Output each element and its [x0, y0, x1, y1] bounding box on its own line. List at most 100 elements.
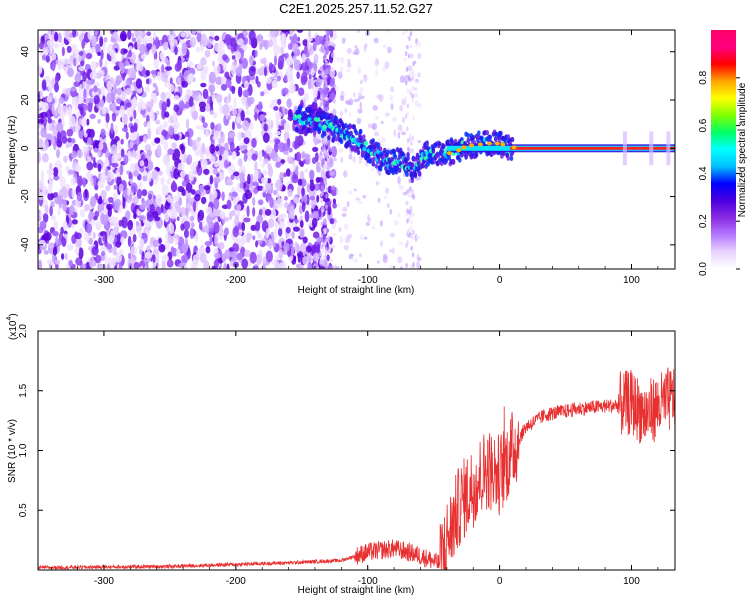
heatmap-cell [132, 90, 137, 96]
heatmap-cell [172, 195, 180, 202]
heatmap-cell [169, 30, 173, 36]
heatmap-cell [80, 117, 87, 128]
heatmap-cell [76, 93, 84, 105]
heatmap-cell [486, 141, 492, 146]
heatmap-cell [412, 235, 415, 241]
heatmap-cell [348, 112, 352, 118]
heatmap-cell [323, 229, 326, 235]
heatmap-cell [120, 62, 125, 75]
heatmap-cell [169, 77, 173, 86]
heatmap-cell [40, 170, 45, 182]
heatmap-cell [209, 31, 215, 38]
heatmap-cell [125, 210, 131, 221]
heatmap-cell [179, 72, 183, 79]
heatmap-cell [408, 178, 411, 184]
heatmap-cell [407, 217, 410, 223]
heatmap-cell [348, 124, 352, 130]
heatmap-cell [213, 222, 220, 234]
heatmap-cell [297, 36, 301, 42]
heatmap-cell [106, 92, 113, 104]
heatmap-cell [352, 257, 359, 264]
heatmap-cell [213, 198, 220, 210]
heatmap-cell [90, 128, 95, 139]
heatmap-cell [161, 254, 169, 263]
heatmap-cell [327, 204, 332, 216]
heatmap-cell [297, 178, 303, 186]
heatmap-cell [401, 116, 406, 124]
heatmap-cell [323, 72, 326, 78]
snr-x-ticks: -300 -200 -100 0 100 [50, 331, 659, 587]
heatmap-cell [90, 195, 97, 208]
heatmap-cell [411, 135, 414, 141]
heatmap-cell [323, 149, 327, 155]
heatmap-cell [407, 146, 410, 152]
heatmap-cell [432, 159, 437, 165]
heatmap-cell [268, 62, 273, 72]
heatmap-cell [285, 66, 294, 79]
heatmap-cell [371, 161, 376, 167]
heatmap-cell [38, 226, 44, 234]
heatmap-cell [200, 57, 207, 66]
heatmap-cell [111, 162, 119, 168]
heatmap-cell [219, 211, 226, 220]
heatmap-cell [43, 212, 49, 223]
heatmap-cell [128, 193, 133, 201]
heatmap-cell [311, 156, 317, 165]
heatmap-cell [73, 81, 81, 87]
heatmap-cell [354, 130, 359, 136]
heatmap-cell [411, 97, 415, 103]
heatmap-cell [649, 131, 654, 166]
heatmap-cell [255, 240, 259, 248]
heatmap-cell [622, 131, 627, 166]
heatmap-cell [140, 53, 147, 60]
heatmap-cell [137, 210, 142, 217]
snr-y-tick-label-1: 1.0 [18, 443, 29, 457]
heatmap-cell [241, 120, 250, 132]
spectrogram-x-tick-label-0: -300 [94, 275, 114, 286]
heatmap-cell [146, 213, 154, 222]
heatmap-cell [179, 151, 185, 163]
heatmap-cell [437, 141, 442, 147]
heatmap-cell [332, 98, 336, 104]
heatmap-cell [488, 134, 493, 140]
heatmap-cell [404, 51, 408, 57]
heatmap-cell [85, 52, 93, 60]
heatmap-cell [262, 169, 268, 176]
heatmap-cell [137, 102, 142, 113]
heatmap-cell [244, 80, 249, 90]
heatmap-cell [68, 260, 73, 267]
heatmap-cell [97, 163, 102, 173]
heatmap-cell [485, 130, 489, 136]
heatmap-cell [120, 236, 125, 244]
heatmap-cell [256, 185, 264, 191]
heatmap-cell [400, 184, 405, 191]
heatmap-cell [389, 94, 394, 101]
heatmap-cell [300, 75, 307, 86]
heatmap-cell [123, 113, 128, 126]
heatmap-cell [38, 259, 43, 269]
heatmap-cell [130, 182, 138, 194]
snr-x-tick-label-2: -100 [358, 576, 378, 587]
heatmap-cell [45, 133, 53, 141]
heatmap-cell [230, 174, 235, 181]
heatmap-cell [476, 130, 481, 136]
heatmap-cell [500, 142, 506, 147]
heatmap-cell [399, 266, 403, 269]
heatmap-cell [183, 103, 191, 109]
heatmap-cell [59, 176, 66, 188]
heatmap-cell [301, 53, 306, 64]
heatmap-cell [191, 110, 199, 121]
heatmap-cell [326, 157, 330, 163]
heatmap-cell [344, 108, 348, 113]
heatmap-cell [228, 131, 235, 139]
heatmap-cell [93, 147, 99, 153]
heatmap-cell [321, 92, 324, 98]
heatmap-cell [284, 108, 288, 115]
spectrogram-heatmap [38, 30, 675, 269]
heatmap-cell [411, 229, 414, 235]
heatmap-cell [225, 217, 230, 222]
heatmap-cell [406, 138, 410, 144]
heatmap-cell [292, 226, 301, 232]
heatmap-cell [242, 89, 250, 98]
